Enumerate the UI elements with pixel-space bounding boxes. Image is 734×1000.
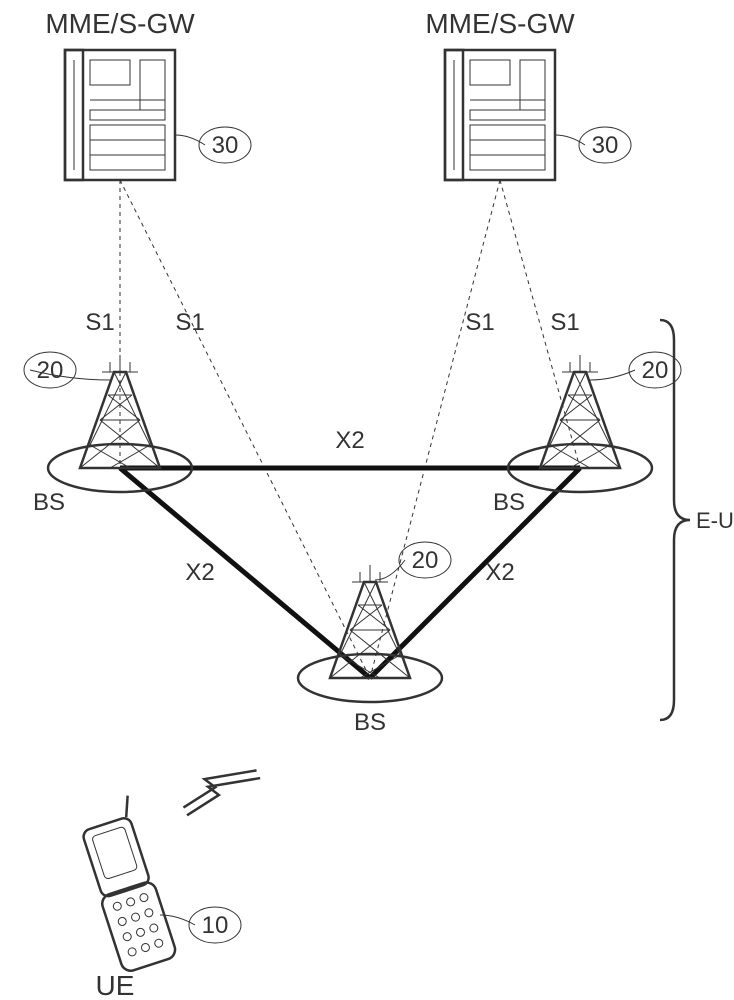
eutran-label: E-UTRAN [696, 508, 734, 533]
gw_right [445, 50, 555, 180]
edge-bs_right-bs_bottom [370, 468, 580, 678]
gw_left-title: MME/S-GW [45, 8, 195, 39]
edge-label-X2: X2 [485, 559, 514, 586]
svg-text:10: 10 [202, 912, 229, 939]
svg-text:20: 20 [37, 357, 64, 384]
edge-gw_right-bs_bottom [370, 180, 500, 678]
edge-bs_left-bs_bottom [120, 468, 370, 678]
svg-text:30: 30 [592, 132, 619, 159]
gw_right-title: MME/S-GW [425, 8, 575, 39]
edge-label-S1: S1 [465, 309, 494, 336]
gw_left [65, 50, 175, 180]
rf-link-icon [181, 751, 262, 834]
bs_right-label: BS [493, 489, 525, 516]
bs_bottom-label: BS [354, 709, 386, 736]
edge-label-S1: S1 [85, 309, 114, 336]
edge-label-S1: S1 [550, 309, 579, 336]
edge-label-X2: X2 [185, 559, 214, 586]
svg-text:20: 20 [642, 357, 669, 384]
ue-label: UE [96, 970, 135, 1000]
bs_left-label: BS [33, 489, 65, 516]
svg-text:30: 30 [212, 132, 239, 159]
edge-label-S1: S1 [175, 309, 204, 336]
edge-label-X2: X2 [335, 427, 364, 454]
svg-text:20: 20 [412, 547, 439, 574]
ue [72, 796, 179, 974]
edge-gw_left-bs_bottom [120, 180, 370, 678]
